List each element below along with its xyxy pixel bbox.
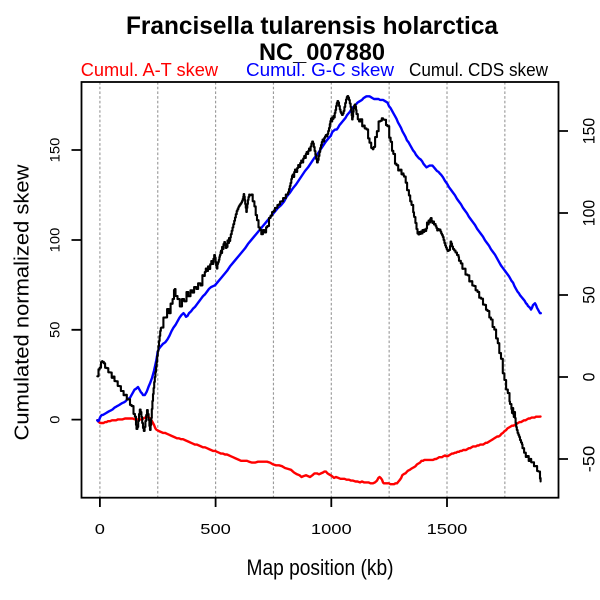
svg-text:Cumul. G-C skew: Cumul. G-C skew (246, 60, 395, 80)
svg-text:Francisella tularensis holarct: Francisella tularensis holarctica (126, 12, 499, 40)
svg-text:1500: 1500 (427, 522, 468, 538)
svg-text:50: 50 (48, 322, 63, 338)
svg-text:Map position (kb): Map position (kb) (247, 555, 394, 580)
svg-text:100: 100 (580, 200, 599, 226)
svg-text:0: 0 (48, 416, 63, 424)
svg-text:Cumul. CDS skew: Cumul. CDS skew (409, 60, 549, 80)
svg-text:0: 0 (95, 522, 105, 538)
svg-text:1000: 1000 (311, 522, 352, 538)
svg-text:Cumul. A-T skew: Cumul. A-T skew (81, 60, 219, 80)
svg-text:500: 500 (200, 522, 231, 538)
svg-text:0: 0 (580, 373, 599, 382)
svg-text:150: 150 (580, 118, 599, 144)
svg-text:100: 100 (48, 228, 63, 253)
svg-text:Cumulated normalized skew: Cumulated normalized skew (11, 164, 34, 440)
svg-text:50: 50 (580, 286, 599, 304)
svg-text:NC_007880: NC_007880 (259, 39, 385, 66)
svg-text:-50: -50 (580, 446, 599, 472)
svg-text:150: 150 (48, 138, 63, 163)
